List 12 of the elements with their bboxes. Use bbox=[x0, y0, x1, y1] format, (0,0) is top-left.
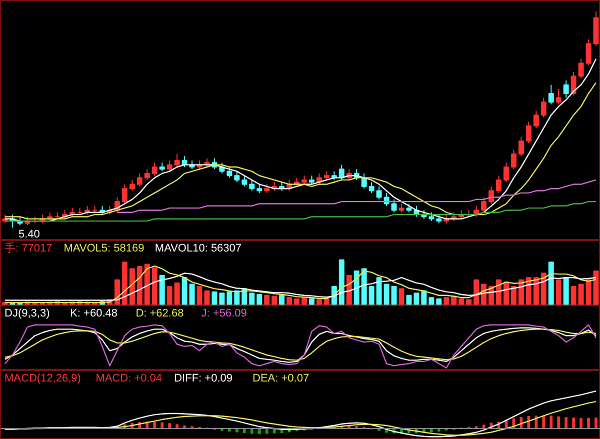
series-label: MAVOL5: 58169 bbox=[64, 242, 144, 254]
text: J: +56.09 bbox=[201, 308, 247, 320]
chart-title: DJ(9,3,3) bbox=[4, 308, 50, 320]
text: MACD: +0.04 bbox=[96, 372, 162, 384]
series-label: K: +60.48 bbox=[70, 308, 118, 320]
chart-title: MACD(12,26,9) bbox=[4, 372, 81, 384]
text: DEA: +0.07 bbox=[252, 372, 310, 384]
annotation: 5.40 bbox=[18, 228, 40, 241]
text: 手: 77017 bbox=[4, 242, 52, 254]
text: MAVOL10: 56307 bbox=[154, 242, 242, 254]
series-label: D: +62.68 bbox=[136, 308, 184, 320]
text: DIFF: +0.09 bbox=[174, 372, 232, 384]
